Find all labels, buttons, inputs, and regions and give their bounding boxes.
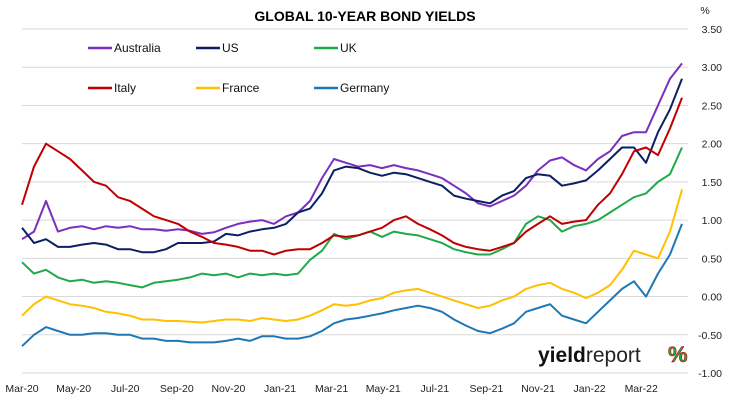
y-tick-label: 3.00: [702, 62, 723, 74]
y-tick-label: -1.00: [698, 368, 722, 380]
x-tick-label: Sep-20: [160, 383, 194, 395]
x-tick-label: Mar-21: [315, 383, 348, 395]
legend-label-germany: Germany: [340, 81, 389, 95]
logo-text-report: report: [586, 344, 641, 367]
y-axis-unit-label: %: [700, 5, 709, 17]
x-tick-label: Mar-22: [625, 383, 658, 395]
x-tick-label: May-21: [366, 383, 401, 395]
x-tick-label: Mar-20: [5, 383, 38, 395]
x-tick-label: Jul-20: [111, 383, 140, 395]
x-axis-ticks: Mar-20 May-20 Jul-20 Sep-20 Nov-20 Jan-21 Mar-…: [5, 383, 658, 395]
x-tick-label: Jan-22: [574, 383, 606, 395]
x-tick-label: Sep-21: [469, 383, 503, 395]
logo-percent-symbol: %: [668, 342, 688, 367]
series-line-us: [21, 78, 683, 254]
y-tick-label: -0.50: [698, 330, 722, 342]
svg-text:yieldreport: yieldreport: [538, 344, 641, 367]
series-lines: [21, 62, 683, 347]
x-tick-label: Jan-21: [264, 383, 296, 395]
y-tick-label: 1.50: [702, 177, 723, 189]
series-line-germany: [21, 223, 683, 347]
series-line-italy: [21, 97, 683, 256]
x-tick-label: Jul-21: [420, 383, 449, 395]
series-line-france: [21, 189, 683, 324]
logo-text-yield: yield: [538, 344, 586, 367]
y-tick-label: 2.50: [702, 100, 723, 112]
y-tick-label: 0.50: [702, 253, 723, 265]
yieldreport-logo: yieldreport %: [538, 342, 688, 368]
y-tick-label: 0.00: [702, 292, 723, 304]
legend-label-italy: Italy: [114, 81, 136, 95]
legend-label-uk: UK: [340, 41, 357, 55]
legend-label-france: France: [222, 81, 260, 95]
chart-title: GLOBAL 10-YEAR BOND YIELDS: [254, 8, 475, 24]
legend-label-australia: Australia: [114, 41, 161, 55]
legend-label-us: US: [222, 41, 239, 55]
y-axis-ticks: -1.00 -0.50 0.00 0.50 1.00 1.50 2.00 2.50 3.00 3.…: [698, 24, 722, 380]
x-tick-label: Nov-20: [211, 383, 245, 395]
x-tick-label: Nov-21: [521, 383, 555, 395]
x-tick-label: May-20: [56, 383, 91, 395]
y-tick-label: 1.00: [702, 215, 723, 227]
legend: Australia US UK Italy France Germany: [88, 41, 389, 95]
y-tick-label: 2.00: [702, 139, 723, 151]
series-line-australia: [21, 62, 683, 241]
series-line-uk: [21, 147, 683, 289]
y-tick-label: 3.50: [702, 24, 723, 36]
